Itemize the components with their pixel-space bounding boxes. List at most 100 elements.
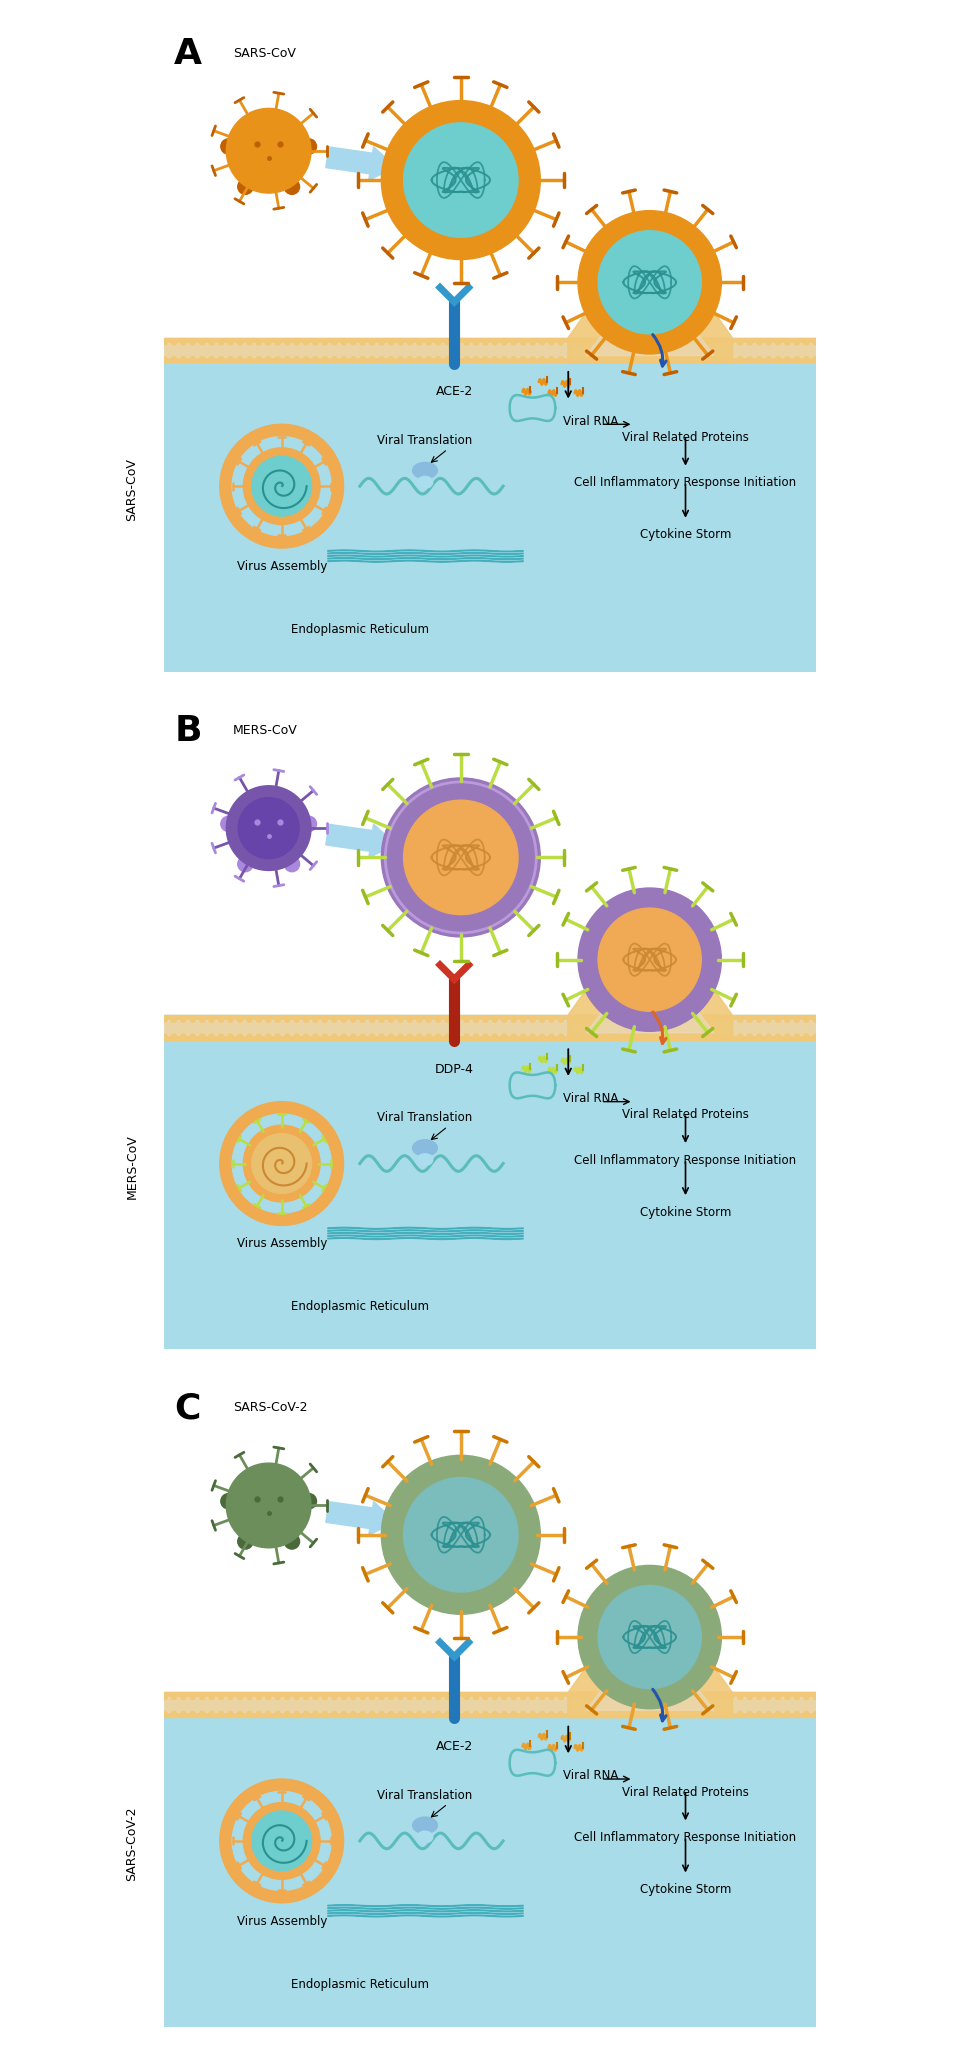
Circle shape: [388, 1034, 394, 1040]
Circle shape: [530, 356, 535, 362]
Circle shape: [464, 1017, 469, 1021]
Text: Viral Related Proteins: Viral Related Proteins: [622, 1107, 749, 1122]
Circle shape: [794, 356, 800, 362]
Circle shape: [643, 340, 649, 344]
Circle shape: [284, 1034, 290, 1040]
Circle shape: [690, 356, 696, 362]
Circle shape: [492, 1034, 498, 1040]
Circle shape: [341, 1017, 347, 1021]
Circle shape: [776, 340, 780, 344]
Circle shape: [218, 340, 224, 344]
Circle shape: [181, 1034, 186, 1040]
Circle shape: [568, 1017, 573, 1021]
Circle shape: [275, 1695, 281, 1699]
Circle shape: [690, 1695, 696, 1699]
Circle shape: [756, 1034, 762, 1040]
Text: Cell Inflammatory Response Initiation: Cell Inflammatory Response Initiation: [575, 477, 797, 489]
Text: Cell Inflammatory Response Initiation: Cell Inflammatory Response Initiation: [575, 1155, 797, 1167]
Circle shape: [332, 1695, 337, 1699]
Ellipse shape: [412, 1140, 437, 1157]
Circle shape: [455, 340, 459, 344]
Circle shape: [530, 1711, 535, 1717]
Text: Endoplasmic Reticulum: Endoplasmic Reticulum: [291, 622, 429, 637]
Circle shape: [615, 1695, 620, 1699]
Circle shape: [416, 1017, 422, 1021]
Circle shape: [322, 1034, 328, 1040]
Circle shape: [332, 1034, 337, 1040]
Circle shape: [803, 340, 809, 344]
Circle shape: [161, 1695, 167, 1699]
Circle shape: [369, 1695, 375, 1699]
Circle shape: [719, 356, 724, 362]
Circle shape: [596, 356, 602, 362]
Circle shape: [455, 356, 459, 362]
Circle shape: [568, 1034, 573, 1040]
Text: Viral RNA: Viral RNA: [563, 1769, 619, 1783]
Circle shape: [737, 1017, 743, 1021]
Circle shape: [369, 340, 375, 344]
Circle shape: [615, 356, 620, 362]
Circle shape: [247, 1017, 252, 1021]
Circle shape: [181, 1711, 186, 1717]
Circle shape: [304, 1034, 308, 1040]
Circle shape: [265, 1695, 271, 1699]
Circle shape: [737, 1711, 743, 1717]
Circle shape: [445, 1695, 451, 1699]
Circle shape: [312, 356, 318, 362]
Circle shape: [435, 356, 441, 362]
Circle shape: [243, 1803, 320, 1879]
Text: B: B: [174, 714, 202, 747]
Circle shape: [747, 340, 752, 344]
Circle shape: [653, 340, 658, 344]
Circle shape: [549, 1034, 554, 1040]
Circle shape: [662, 1695, 668, 1699]
Circle shape: [275, 1711, 281, 1717]
Circle shape: [416, 356, 422, 362]
Circle shape: [700, 1711, 705, 1717]
Circle shape: [228, 1017, 234, 1021]
Circle shape: [294, 1711, 299, 1717]
Circle shape: [473, 1711, 479, 1717]
Circle shape: [709, 340, 715, 344]
Circle shape: [181, 1017, 186, 1021]
Circle shape: [643, 1695, 649, 1699]
Text: SARS-CoV-2: SARS-CoV-2: [125, 1808, 138, 1881]
Circle shape: [633, 340, 639, 344]
Circle shape: [700, 340, 705, 344]
Circle shape: [719, 1034, 724, 1040]
Circle shape: [681, 1017, 686, 1021]
Circle shape: [252, 1134, 311, 1193]
Circle shape: [252, 1812, 311, 1871]
Circle shape: [737, 340, 743, 344]
Circle shape: [227, 1464, 311, 1548]
Circle shape: [625, 1711, 629, 1717]
Circle shape: [690, 1017, 696, 1021]
Circle shape: [482, 1017, 488, 1021]
Circle shape: [416, 340, 422, 344]
Circle shape: [578, 211, 722, 354]
Circle shape: [502, 1017, 507, 1021]
Circle shape: [539, 1017, 545, 1021]
Circle shape: [568, 1711, 573, 1717]
Bar: [164, 1015, 816, 1040]
Circle shape: [228, 340, 234, 344]
Circle shape: [171, 1695, 177, 1699]
FancyArrow shape: [326, 1502, 396, 1535]
Circle shape: [304, 356, 308, 362]
Circle shape: [719, 1017, 724, 1021]
Circle shape: [578, 888, 722, 1032]
Circle shape: [332, 1017, 337, 1021]
Circle shape: [351, 1711, 356, 1717]
Circle shape: [625, 1695, 629, 1699]
Circle shape: [502, 356, 507, 362]
Circle shape: [681, 1711, 686, 1717]
Circle shape: [521, 1695, 526, 1699]
Circle shape: [233, 436, 332, 536]
Circle shape: [794, 340, 800, 344]
Circle shape: [190, 356, 195, 362]
Circle shape: [605, 1017, 611, 1021]
Circle shape: [643, 1017, 649, 1021]
Circle shape: [586, 1017, 592, 1021]
Circle shape: [200, 1017, 205, 1021]
Circle shape: [369, 356, 375, 362]
